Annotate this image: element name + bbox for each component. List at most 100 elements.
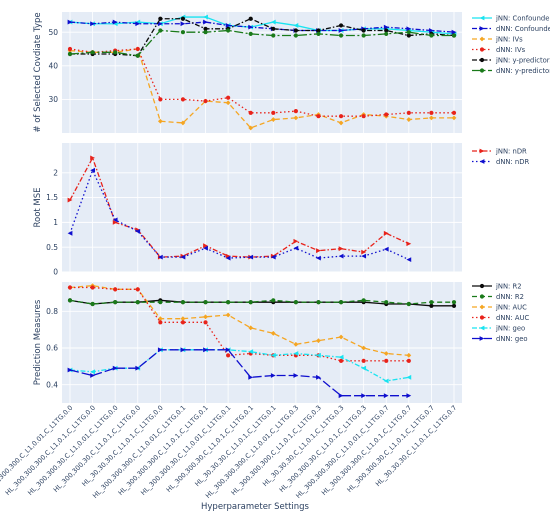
data-point-dnn-r2	[248, 300, 253, 305]
data-point-dnn-ivs	[316, 114, 321, 119]
data-point-jnn-geo	[90, 369, 95, 375]
data-point-dnn-ndr	[112, 217, 118, 223]
data-point-dnn-confounders	[406, 26, 412, 32]
data-point-jnn-auc	[203, 314, 208, 320]
data-point-dnn-ndr	[90, 167, 95, 173]
chart-panels: 30 40 50 # of Selected Covdiate Type jNN: Co…	[33, 12, 550, 403]
data-point-dnn-geo	[361, 393, 367, 399]
y-tick-label: 0	[53, 268, 58, 277]
legend-3: jNN: R2 dNN: R2 jNN: AUC dNN: AUC jNN: geo dN…	[472, 283, 530, 343]
data-point-dnn-ndr	[225, 255, 231, 261]
legend-entry-jnn-r2: jNN: R2	[495, 283, 522, 291]
data-point-dnn-geo	[406, 393, 412, 399]
y-tick-label: 30	[48, 95, 58, 104]
data-point-jnn-ivs	[429, 115, 434, 121]
series-line-dnn-geo	[69, 349, 409, 397]
data-point-jnn-ivs	[406, 117, 412, 122]
data-point-dnn-r2	[316, 300, 321, 305]
legend-marker	[479, 294, 485, 299]
data-point-dnn-auc	[90, 285, 95, 290]
data-point-jnn-geo	[406, 374, 412, 380]
legend-entry-jnn-geo: jNN: geo	[495, 325, 525, 333]
data-point-jnn-confounders	[270, 19, 276, 25]
legend-marker	[479, 304, 485, 310]
legend-entry-dnn-ndr: dNN: nDR	[496, 158, 529, 166]
data-point-dnn-geo	[180, 347, 186, 353]
data-point-jnn-ndr	[112, 219, 118, 225]
y-tick-label: 0.6	[46, 344, 58, 353]
y-tick-label: 0.8	[46, 307, 58, 316]
data-point-jnn-ivs	[338, 120, 344, 126]
data-point-dnn-ndr	[406, 257, 412, 262]
data-point-dnn-ivs	[203, 98, 208, 104]
data-point-jnn-y-predictors	[248, 16, 253, 21]
y-axis-title-1: # of Selected Covdiate Type	[33, 12, 43, 132]
data-point-dnn-ivs	[158, 97, 163, 102]
legend-marker	[479, 159, 485, 164]
data-point-dnn-ivs	[248, 110, 253, 115]
data-point-dnn-ndr	[293, 245, 299, 251]
data-point-dnn-geo	[338, 393, 344, 399]
data-point-dnn-auc	[361, 358, 366, 363]
data-point-dnn-ivs	[135, 46, 140, 52]
data-point-jnn-y-predictors	[293, 28, 298, 33]
data-point-jnn-r2	[429, 303, 434, 308]
legend-entry-dnn-geo: dNN: geo	[496, 335, 528, 343]
y-axis-title-2: Root MSE	[33, 187, 43, 227]
data-point-jnn-y-predictors	[384, 28, 389, 33]
data-point-dnn-r2	[180, 300, 186, 305]
data-point-dnn-ndr	[67, 230, 73, 236]
data-point-jnn-ndr	[361, 249, 367, 255]
data-point-jnn-ndr	[203, 243, 208, 249]
data-point-dnn-r2	[361, 298, 366, 303]
data-point-jnn-confounders	[293, 23, 299, 28]
series-line-dnn-ndr	[69, 168, 410, 261]
data-point-dnn-y-predictors	[226, 28, 231, 33]
data-point-jnn-auc	[270, 330, 276, 336]
data-point-jnn-ndr	[383, 230, 389, 236]
data-point-dnn-r2	[429, 300, 434, 305]
series-line-jnn-confounders	[69, 16, 455, 35]
data-point-jnn-auc	[338, 334, 344, 340]
series-dnn-confounders	[67, 19, 457, 35]
data-point-dnn-y-predictors	[67, 51, 73, 57]
data-point-dnn-confounders	[67, 19, 73, 25]
data-point-dnn-confounders	[429, 28, 434, 33]
data-point-dnn-auc	[338, 358, 344, 363]
data-point-jnn-ndr	[225, 253, 231, 259]
data-point-jnn-ndr	[90, 155, 95, 161]
legend-entry-dnn-r2: dNN: R2	[496, 293, 524, 301]
data-point-dnn-confounders	[180, 21, 186, 27]
data-point-jnn-ndr	[67, 197, 73, 203]
legend-entry-dnn-confounders: dNN: Confounders	[496, 25, 550, 33]
data-point-dnn-y-predictors	[316, 31, 321, 36]
data-point-jnn-ivs	[225, 100, 231, 106]
data-point-jnn-y-predictors	[361, 28, 366, 33]
series-line-dnn-y-predictors	[69, 29, 454, 57]
data-point-dnn-confounders	[112, 19, 118, 25]
data-point-dnn-confounders	[451, 29, 457, 35]
y-tick-label: 1.5	[46, 193, 58, 202]
data-point-dnn-geo	[225, 347, 231, 353]
data-point-jnn-auc	[293, 341, 299, 347]
y-tick-label: 0.4	[46, 380, 58, 389]
data-point-dnn-auc	[180, 320, 186, 325]
data-point-dnn-ivs	[180, 97, 186, 102]
y-tick-label: 2	[53, 168, 58, 177]
data-point-jnn-auc	[180, 316, 186, 322]
data-point-dnn-r2	[451, 300, 457, 305]
data-point-dnn-geo	[383, 393, 389, 399]
data-point-jnn-y-predictors	[158, 16, 163, 21]
data-point-dnn-auc	[384, 358, 389, 363]
data-point-dnn-auc	[67, 285, 73, 290]
data-point-dnn-r2	[226, 300, 231, 305]
data-point-dnn-auc	[226, 353, 231, 358]
series-dnn-geo	[67, 347, 412, 399]
data-point-dnn-confounders	[90, 21, 95, 27]
data-point-dnn-confounders	[248, 24, 254, 30]
data-point-dnn-geo	[67, 367, 73, 373]
data-point-jnn-y-predictors	[271, 26, 276, 31]
y-tick-label: 50	[48, 28, 58, 37]
legend-1: jNN: Confounders dNN: Confounders jNN: IVs…	[472, 15, 550, 75]
